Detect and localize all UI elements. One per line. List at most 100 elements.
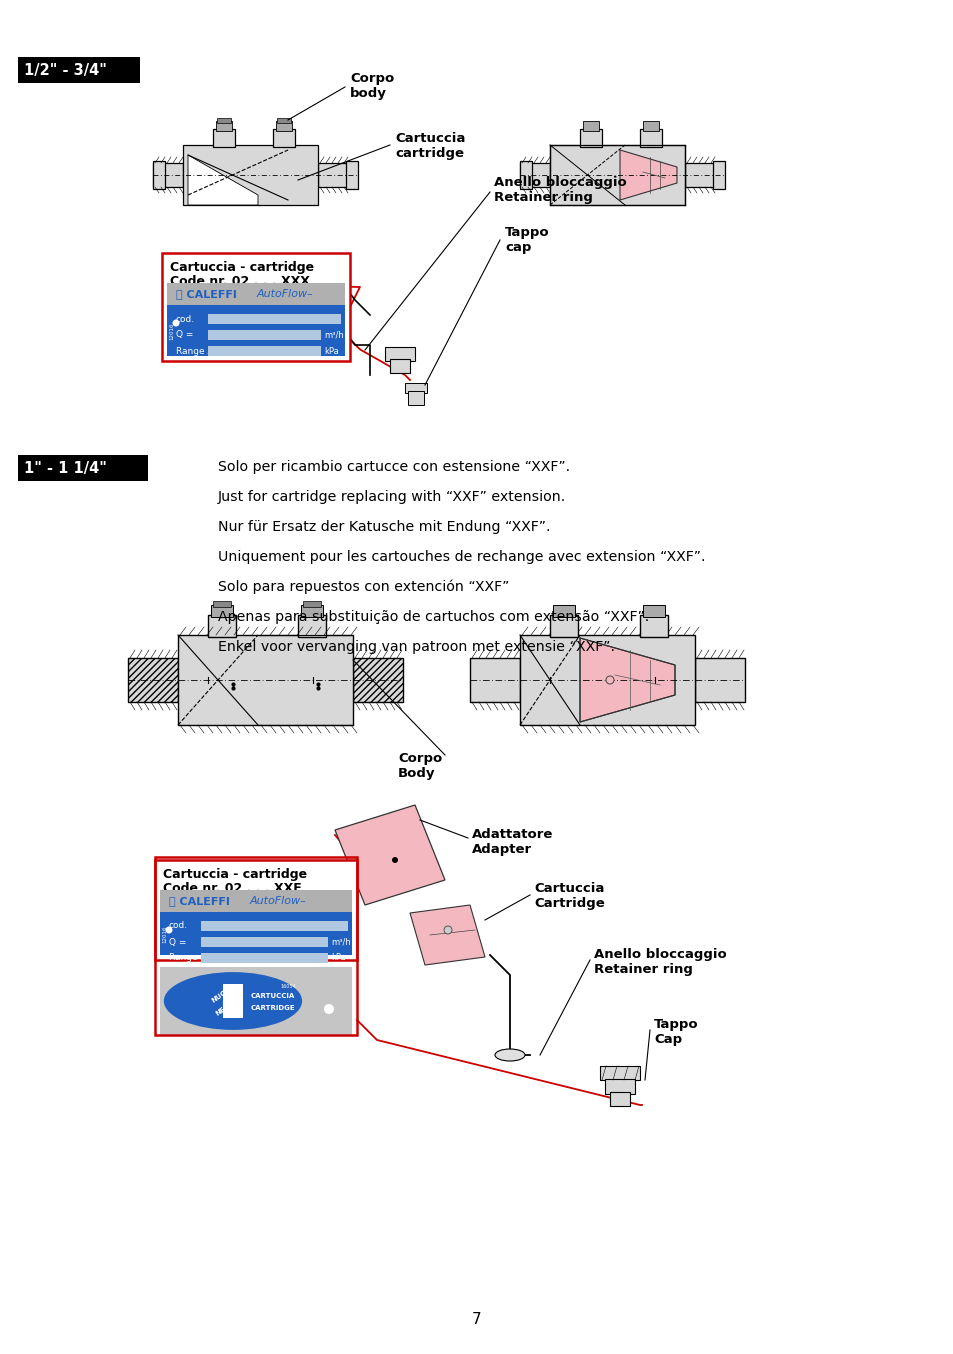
Bar xyxy=(684,162,714,187)
Text: AutoFlow–: AutoFlow– xyxy=(256,288,314,299)
Text: m³/h: m³/h xyxy=(331,937,351,946)
Bar xyxy=(208,330,320,340)
Text: Adattatore
Adapter: Adattatore Adapter xyxy=(472,829,553,856)
Bar xyxy=(213,129,234,148)
Bar xyxy=(216,118,231,123)
Bar xyxy=(201,921,348,932)
Bar xyxy=(712,161,724,190)
Bar xyxy=(211,605,233,617)
Bar xyxy=(18,455,148,481)
Text: m³/h: m³/h xyxy=(324,330,343,340)
Bar xyxy=(301,605,323,617)
Bar xyxy=(519,635,695,724)
Bar xyxy=(408,391,423,405)
Polygon shape xyxy=(619,150,677,200)
Text: 7: 7 xyxy=(472,1312,481,1327)
Bar xyxy=(162,253,350,362)
Text: Cartuccia - cartridge: Cartuccia - cartridge xyxy=(170,261,314,274)
Bar xyxy=(353,658,402,701)
Bar xyxy=(223,984,243,1018)
Text: Tappo
cap: Tappo cap xyxy=(504,226,549,255)
Text: Uniquement pour les cartouches de rechange avec extension “XXF”.: Uniquement pour les cartouches de rechan… xyxy=(218,550,705,565)
Text: NEW: NEW xyxy=(214,1001,233,1017)
Text: Cartuccia
Cartridge: Cartuccia Cartridge xyxy=(534,881,604,910)
Bar xyxy=(550,145,684,204)
Circle shape xyxy=(172,320,179,326)
Polygon shape xyxy=(183,145,317,204)
Bar xyxy=(152,161,165,190)
Bar xyxy=(201,953,328,963)
Bar xyxy=(695,658,744,701)
Text: kPa: kPa xyxy=(324,347,338,356)
Bar xyxy=(273,129,294,148)
Bar xyxy=(609,1091,629,1106)
Bar xyxy=(353,658,402,701)
Bar xyxy=(642,121,659,131)
Ellipse shape xyxy=(495,1049,524,1062)
Text: 16054: 16054 xyxy=(281,983,296,988)
Bar xyxy=(160,890,352,913)
Bar xyxy=(167,305,345,356)
Text: Nur für Ersatz der Katusche mit Endung “XXF”.: Nur für Ersatz der Katusche mit Endung “… xyxy=(218,520,550,533)
Text: Ⓡ CALEFFI: Ⓡ CALEFFI xyxy=(169,896,230,906)
Text: AutoFlow–: AutoFlow– xyxy=(250,896,307,906)
Text: Ⓡ CALEFFI: Ⓡ CALEFFI xyxy=(175,288,236,299)
Bar xyxy=(317,162,348,187)
Circle shape xyxy=(443,926,452,934)
Ellipse shape xyxy=(164,972,302,1030)
Bar xyxy=(160,967,352,1034)
Bar xyxy=(346,161,357,190)
Polygon shape xyxy=(335,806,444,904)
Text: Code nr. 02 . . . XXX: Code nr. 02 . . . XXX xyxy=(170,275,310,288)
Bar xyxy=(276,118,291,123)
Bar xyxy=(208,347,320,356)
Text: 12016: 12016 xyxy=(169,322,173,340)
Text: Anello bloccaggio
Retainer ring: Anello bloccaggio Retainer ring xyxy=(494,176,626,204)
Bar xyxy=(390,359,410,372)
Polygon shape xyxy=(410,904,484,965)
Text: CARTUCCIA: CARTUCCIA xyxy=(251,992,294,999)
Circle shape xyxy=(165,926,172,933)
Text: cod.: cod. xyxy=(169,922,188,930)
Bar xyxy=(201,937,328,946)
Bar xyxy=(550,615,578,636)
Bar xyxy=(303,601,320,607)
Text: CARTRIDGE: CARTRIDGE xyxy=(251,1005,295,1011)
Bar xyxy=(519,162,550,187)
Text: Range Δp =: Range Δp = xyxy=(175,347,230,356)
Bar xyxy=(582,121,598,131)
Bar xyxy=(213,601,231,607)
Text: Solo para repuestos con extención “XXF”: Solo para repuestos con extención “XXF” xyxy=(218,580,509,594)
Bar xyxy=(18,57,140,83)
Text: Range Δp =: Range Δp = xyxy=(169,953,222,963)
Text: Corpo
body: Corpo body xyxy=(350,72,394,100)
Polygon shape xyxy=(579,638,675,722)
Bar xyxy=(275,121,292,131)
Circle shape xyxy=(605,676,614,684)
Bar xyxy=(599,1066,639,1080)
Bar xyxy=(297,615,326,636)
Bar xyxy=(639,615,667,636)
Text: Anello bloccaggio
Retainer ring: Anello bloccaggio Retainer ring xyxy=(594,948,726,976)
Polygon shape xyxy=(188,154,257,204)
Text: kPa: kPa xyxy=(331,953,345,963)
Bar xyxy=(154,860,356,960)
Bar xyxy=(553,605,575,617)
Text: Code nr. 02 . . . XXF: Code nr. 02 . . . XXF xyxy=(163,881,301,895)
Text: 1/2" - 3/4": 1/2" - 3/4" xyxy=(24,62,107,77)
Bar xyxy=(167,283,345,305)
Text: NUOVA: NUOVA xyxy=(211,983,236,1003)
Text: Q =: Q = xyxy=(169,937,186,946)
Bar xyxy=(128,658,178,701)
Bar xyxy=(519,161,532,190)
Text: Enkel voor vervanging van patroon met extensie “XXF”.: Enkel voor vervanging van patroon met ex… xyxy=(218,640,615,654)
Bar xyxy=(639,129,661,148)
Bar xyxy=(385,347,415,362)
Text: 1" - 1 1/4": 1" - 1 1/4" xyxy=(24,460,107,475)
Text: Apenas para substituição de cartuchos com extensão “XXF”.: Apenas para substituição de cartuchos co… xyxy=(218,611,649,624)
Text: Tappo
Cap: Tappo Cap xyxy=(654,1018,698,1047)
Bar xyxy=(642,605,664,617)
Bar xyxy=(405,383,427,393)
Text: Q =: Q = xyxy=(175,330,193,340)
Bar xyxy=(215,121,232,131)
